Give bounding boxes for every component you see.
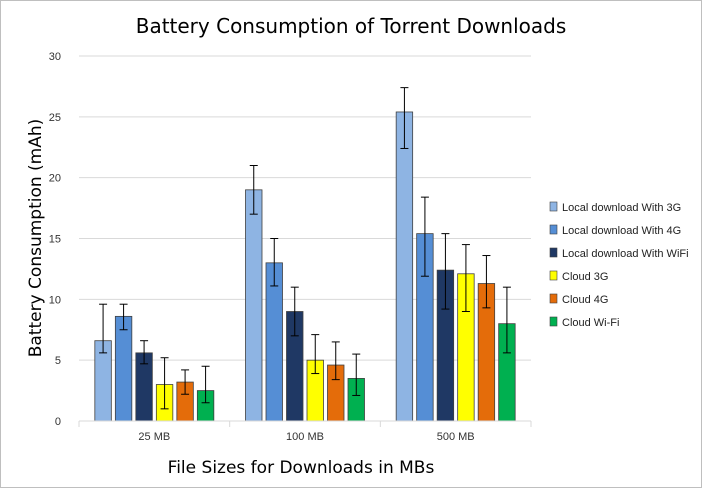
error-bars <box>99 87 511 410</box>
x-axis-ticks: 25 MB 100 MB 500 MB <box>138 431 474 443</box>
error-bar-2-2 <box>441 233 450 310</box>
x-tick-label: 25 MB <box>138 431 170 443</box>
legend-swatch <box>549 316 558 327</box>
error-bar-2-0 <box>400 87 409 149</box>
y-tick-label: 25 <box>49 112 61 124</box>
error-bar-0-5 <box>201 365 210 404</box>
legend-item: Cloud 3G <box>549 270 608 283</box>
x-axis-title: File Sizes for Downloads in MBs <box>168 458 435 478</box>
legend-item: Local download With WiFi <box>549 247 689 260</box>
legend-swatch <box>549 270 558 281</box>
legend-label: Cloud Wi-Fi <box>562 317 619 329</box>
y-tick-label: 5 <box>55 355 61 367</box>
error-bar-1-4 <box>331 341 340 381</box>
legend-label: Cloud 4G <box>562 294 608 306</box>
error-bar-2-5 <box>502 286 511 354</box>
bar-1-1 <box>265 262 283 422</box>
y-tick-label: 20 <box>49 173 61 185</box>
error-bar-1-1 <box>270 238 279 287</box>
error-bar-2-4 <box>482 255 491 309</box>
error-bar-0-0 <box>99 303 108 354</box>
x-tick-label: 500 MB <box>437 431 475 443</box>
legend: Local download With 3G Local download Wit… <box>549 201 689 329</box>
legend-item: Local download With 4G <box>549 224 681 237</box>
legend-item: Cloud 4G <box>549 293 608 306</box>
error-bar-1-5 <box>352 353 361 396</box>
error-bar-0-4 <box>181 369 190 395</box>
bars <box>94 111 516 422</box>
y-tick-label: 10 <box>49 294 61 306</box>
error-bar-0-2 <box>140 340 149 365</box>
error-bar-2-3 <box>461 244 470 312</box>
y-axis-ticks: 0 5 10 15 20 25 30 <box>49 51 61 428</box>
y-tick-label: 30 <box>49 51 61 63</box>
legend-label: Local download With WiFi <box>562 248 689 260</box>
legend-swatch <box>549 247 558 258</box>
error-bar-0-1 <box>119 303 128 331</box>
y-axis-title: Battery Consumption (mAh) <box>26 119 46 358</box>
error-bar-1-0 <box>249 165 258 215</box>
bar-1-0 <box>245 189 263 422</box>
bar-0-1 <box>114 315 133 422</box>
error-bar-1-3 <box>311 334 320 375</box>
legend-item: Cloud Wi-Fi <box>549 316 619 329</box>
legend-label: Local download With 4G <box>562 225 681 237</box>
error-bar-1-2 <box>290 286 299 337</box>
y-tick-label: 15 <box>49 234 61 246</box>
legend-item: Local download With 3G <box>549 201 681 214</box>
x-tick-label: 100 MB <box>286 431 324 443</box>
error-bar-0-3 <box>160 357 169 410</box>
bar-2-0 <box>395 111 414 422</box>
gridlines <box>78 55 532 427</box>
chart-title: Battery Consumption of Torrent Downloads <box>136 14 567 38</box>
legend-swatch <box>549 293 558 304</box>
legend-label: Local download With 3G <box>562 202 681 214</box>
y-tick-label: 0 <box>55 416 61 428</box>
error-bar-2-1 <box>420 196 429 277</box>
legend-swatch <box>549 224 558 235</box>
legend-swatch <box>549 201 558 212</box>
legend-label: Cloud 3G <box>562 271 608 283</box>
